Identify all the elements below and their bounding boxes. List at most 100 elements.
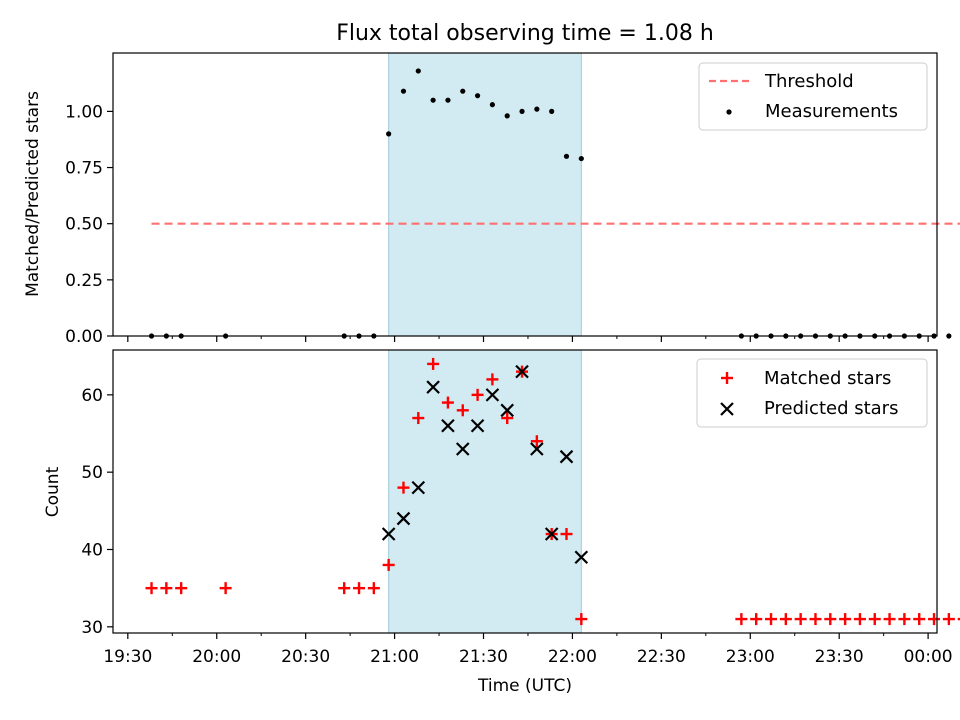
bottom-xtick-label: 22:00 [548, 647, 597, 667]
bottom-xtick-label: 19:30 [103, 647, 152, 667]
bottom-xtick-label: 23:30 [815, 647, 864, 667]
matched-star-point [160, 582, 173, 595]
predicted-star-point [515, 364, 529, 379]
legend-predicted-label: Predicted stars [764, 398, 898, 419]
matched-star-point [765, 613, 778, 626]
bottom-highlight-span [388, 349, 582, 634]
matched-star-point [338, 582, 351, 595]
measurement-point [578, 155, 584, 162]
top-ylabel: Matched/Predicted stars [23, 91, 43, 297]
legend-measurements-swatch [726, 109, 732, 115]
matched-star-point [735, 613, 748, 626]
bottom-ytick-label: 30 [81, 618, 103, 638]
matched-star-point [824, 613, 837, 626]
matched-star-point [779, 613, 792, 626]
measurement-point [504, 113, 510, 119]
bottom-xtick-label: 20:30 [281, 647, 330, 667]
predicted-star-point [485, 388, 500, 402]
matched-star-point [928, 613, 941, 626]
predicted-star-point [500, 403, 514, 418]
predicted-star-point [426, 380, 440, 394]
measurement-point [489, 102, 495, 108]
bottom-legend: Matched stars Predicted stars [696, 358, 928, 428]
bottom-ytick-label: 60 [81, 386, 103, 406]
matched-star-point [942, 613, 955, 626]
top-ytick-label: 0.75 [65, 159, 103, 179]
matched-star-point [367, 582, 380, 595]
bottom-xtick-label: 23:00 [726, 647, 775, 667]
top-legend: Threshold Measurements [698, 62, 928, 131]
measurement-point [430, 97, 436, 103]
measurement-point [549, 108, 555, 114]
matched-star-point [530, 435, 543, 448]
matched-star-point [353, 582, 366, 595]
top-ytick-label: 1.00 [65, 102, 103, 122]
matched-star-point [809, 613, 822, 626]
predicted-star-point [530, 442, 544, 456]
bottom-ylabel: Count [43, 466, 63, 517]
bottom-xtick-label: 20:00 [192, 647, 241, 667]
bottom-xtick-label: 00:00 [904, 647, 953, 667]
matched-star-point [868, 613, 881, 626]
matched-star-point [456, 404, 469, 417]
bottom-xtick-label: 22:30 [637, 647, 686, 667]
measurement-point [946, 333, 952, 339]
matched-star-point [501, 412, 514, 425]
bottom-axes-frame [112, 349, 938, 634]
top-panel: Flux total observing time = 1.08 h 0.00 0… [23, 21, 960, 347]
predicted-star-point [396, 511, 411, 526]
matched-star-point [412, 412, 425, 425]
measurement-point [445, 97, 451, 103]
measurement-point [519, 108, 525, 114]
bottom-legend-box [696, 358, 928, 428]
top-ytick-label: 0.25 [65, 271, 103, 291]
matched-star-point [175, 582, 188, 595]
predicted-star-point [470, 418, 485, 433]
matched-star-point [898, 613, 911, 626]
top-ytick-label: 0.50 [65, 215, 103, 235]
matched-star-point [382, 558, 395, 571]
top-highlight-span [388, 52, 582, 337]
predicted-star-point [441, 418, 455, 433]
matched-star-point [839, 613, 852, 626]
matched-star-point [853, 613, 866, 626]
predicted-star-point [559, 449, 574, 464]
top-axes-frame [112, 52, 938, 337]
measurement-point [386, 131, 392, 137]
matched-star-point [427, 357, 440, 370]
measurement-point [474, 93, 481, 99]
matched-star-point [575, 613, 588, 626]
matched-star-point [560, 528, 573, 541]
matched-star-point [794, 613, 807, 626]
predicted-star-point [411, 480, 426, 495]
matched-star-point [441, 396, 454, 409]
matched-star-point [471, 388, 484, 401]
matched-star-point [219, 582, 232, 595]
matched-star-point [486, 373, 499, 386]
measurement-point [460, 88, 466, 94]
predicted-star-point [455, 442, 470, 456]
matched-star-point [750, 613, 763, 626]
matched-star-point [397, 481, 410, 494]
legend-matched-label: Matched stars [764, 368, 891, 389]
bottom-ytick-label: 50 [81, 463, 103, 483]
top-ytick-label: 0.00 [65, 327, 103, 347]
predicted-star-point [574, 550, 589, 565]
measurement-point [534, 106, 540, 112]
top-title: Flux total observing time = 1.08 h [336, 21, 714, 46]
bottom-xtick-label: 21:00 [370, 647, 419, 667]
legend-measurements-label: Measurements [765, 101, 898, 122]
bottom-ytick-label: 40 [81, 540, 103, 560]
matched-star-point [145, 582, 158, 595]
legend-threshold-label: Threshold [764, 71, 854, 92]
bottom-xtick-label: 21:30 [459, 647, 508, 667]
bottom-xlabel: Time (UTC) [477, 676, 572, 696]
legend-matched-swatch [721, 372, 733, 384]
predicted-star-point [544, 527, 559, 541]
measurement-point [400, 88, 407, 94]
measurement-point [563, 153, 570, 159]
matched-star-point [883, 613, 896, 626]
bottom-panel: 30 40 50 60 19:30 20:00 20:30 21:00 21:30 22:00 22… [43, 349, 960, 696]
measurement-point [415, 68, 421, 74]
